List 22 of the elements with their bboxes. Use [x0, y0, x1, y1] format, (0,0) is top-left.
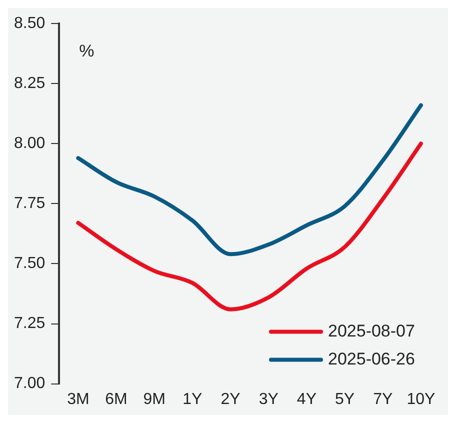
x-tick-label: 3M: [67, 390, 90, 408]
y-tick-label: 8.25: [14, 75, 46, 92]
y-tick-label: 7.75: [14, 195, 46, 212]
x-tick-label: 2Y: [220, 390, 241, 408]
annotation: %: [79, 41, 94, 60]
y-tick-label: 8.50: [14, 15, 46, 32]
line-series: [76, 142, 423, 312]
x-tick-label: 9M: [143, 390, 166, 408]
y-tick-label: 8.00: [14, 135, 46, 152]
line-series: [76, 103, 423, 256]
x-tick-label: 4Y: [296, 390, 317, 408]
legend-label: 2025-06-26: [328, 349, 415, 368]
y-tick-label: 7.50: [14, 255, 46, 272]
x-tick-label: 3Y: [258, 390, 279, 408]
x-tick-label: 6M: [105, 390, 128, 408]
x-tick-label: 1Y: [182, 390, 203, 408]
x-tick-label: 7Y: [373, 390, 393, 408]
x-tick-label: 5Y: [334, 390, 355, 408]
legend-label: 2025-08-07: [328, 321, 415, 340]
x-tick-label: 10Y: [406, 390, 436, 408]
y-tick-label: 7.25: [14, 315, 46, 332]
y-tick-label: 7.00: [14, 375, 46, 392]
